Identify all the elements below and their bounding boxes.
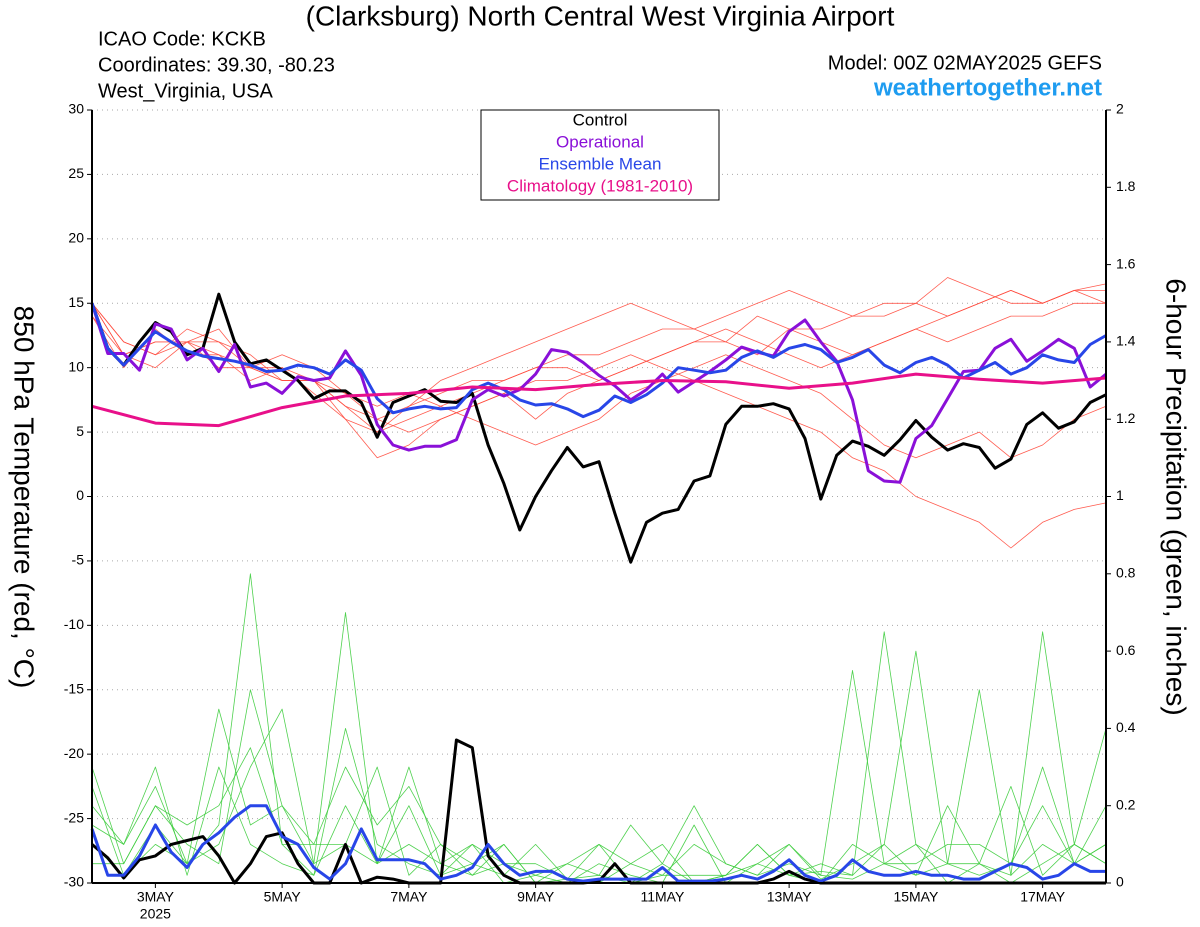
legend-label: Control [573, 110, 628, 129]
y2-tick-label: 0.6 [1116, 642, 1136, 658]
temperature-line [91, 372, 1107, 428]
member-temperature-line [91, 277, 1107, 420]
y-axis-label: 850 hPa Temperature (red, °C) [9, 306, 40, 689]
member-temperature-line [91, 303, 1107, 549]
legend-label: Climatology (1981-2010) [507, 176, 693, 195]
y2-tick-label: 1.6 [1116, 255, 1136, 271]
y-tick-label: 0 [76, 487, 84, 503]
y2-tick-label: 0.4 [1116, 719, 1136, 735]
model-label: Model: 00Z 02MAY2025 GEFS [828, 52, 1102, 74]
y-tick-label: 5 [76, 423, 84, 439]
info-line: Coordinates: 39.30, -80.23 [98, 54, 335, 76]
temperature-line [90, 302, 1107, 419]
info-line: West_Virginia, USA [98, 80, 274, 102]
y2-tick-label: 0.8 [1116, 565, 1136, 581]
y-tick-label: -10 [64, 616, 84, 632]
y2-tick-label: 1.8 [1116, 178, 1136, 194]
y2-tick-label: 2 [1116, 101, 1124, 117]
info-line: ICAO Code: KCKB [98, 28, 266, 50]
y-tick-label: 15 [68, 294, 84, 310]
y-tick-label: -25 [64, 809, 84, 825]
y2-tick-label: 1 [1116, 487, 1124, 503]
member-precip-line [91, 728, 1107, 884]
x-year-label: 2025 [140, 906, 171, 922]
y2-tick-label: 0.2 [1116, 796, 1136, 812]
x-tick-label: 3MAY [137, 889, 175, 905]
x-tick-label: 5MAY [264, 889, 302, 905]
y-tick-label: 10 [68, 358, 84, 374]
y2-tick-label: 0 [1116, 874, 1124, 890]
member-precip-line [91, 612, 1107, 884]
x-tick-label: 17MAY [1020, 889, 1066, 905]
precip-line [90, 804, 1106, 883]
x-tick-label: 7MAY [390, 889, 428, 905]
y-tick-label: 30 [68, 101, 84, 117]
x-tick-label: 15MAY [893, 889, 939, 905]
x-tick-label: 11MAY [640, 889, 684, 905]
y-tick-label: -30 [64, 874, 84, 890]
temperature-line [90, 292, 1107, 564]
y-tick-label: -20 [64, 745, 84, 761]
x-tick-label: 9MAY [517, 889, 555, 905]
temperature-line [90, 302, 1107, 484]
y-tick-label: 20 [68, 230, 84, 246]
legend-label: Ensemble Mean [539, 154, 662, 173]
member-precip-line [91, 573, 1107, 880]
y2-tick-label: 1.4 [1116, 333, 1136, 349]
chart-title: (Clarksburg) North Central West Virginia… [306, 0, 895, 31]
legend-label: Operational [556, 132, 644, 151]
y-tick-label: 25 [68, 165, 84, 181]
x-tick-label: 13MAY [767, 889, 813, 905]
y-tick-label: -15 [64, 680, 84, 696]
source-label: weathertogether.net [873, 74, 1102, 101]
y2-tick-label: 1.2 [1116, 410, 1136, 426]
y2-axis-label: 6-hour Precipitation (green, inches) [1161, 278, 1192, 715]
y-tick-label: -5 [72, 552, 85, 568]
legend-box [480, 109, 720, 201]
member-temperature-line [91, 303, 1107, 459]
